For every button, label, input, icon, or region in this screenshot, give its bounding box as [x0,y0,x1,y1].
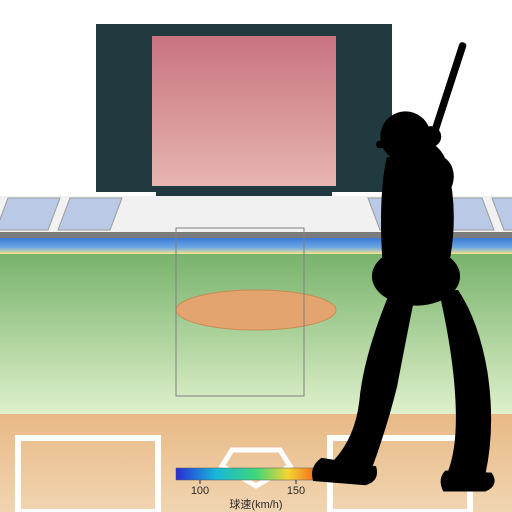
scoreboard-screen [152,36,336,186]
colorbar-tick-label: 100 [191,485,209,497]
pitch-chart-stage: 100 150 球速(km/h) [0,0,512,512]
colorbar-label: 球速(km/h) [229,497,282,511]
infield-dirt [0,414,512,512]
colorbar-tick-label: 150 [287,485,305,497]
scene-svg: 100 150 球速(km/h) [0,0,512,512]
colorbar-gradient [176,468,336,480]
pitchers-mound [176,290,336,330]
